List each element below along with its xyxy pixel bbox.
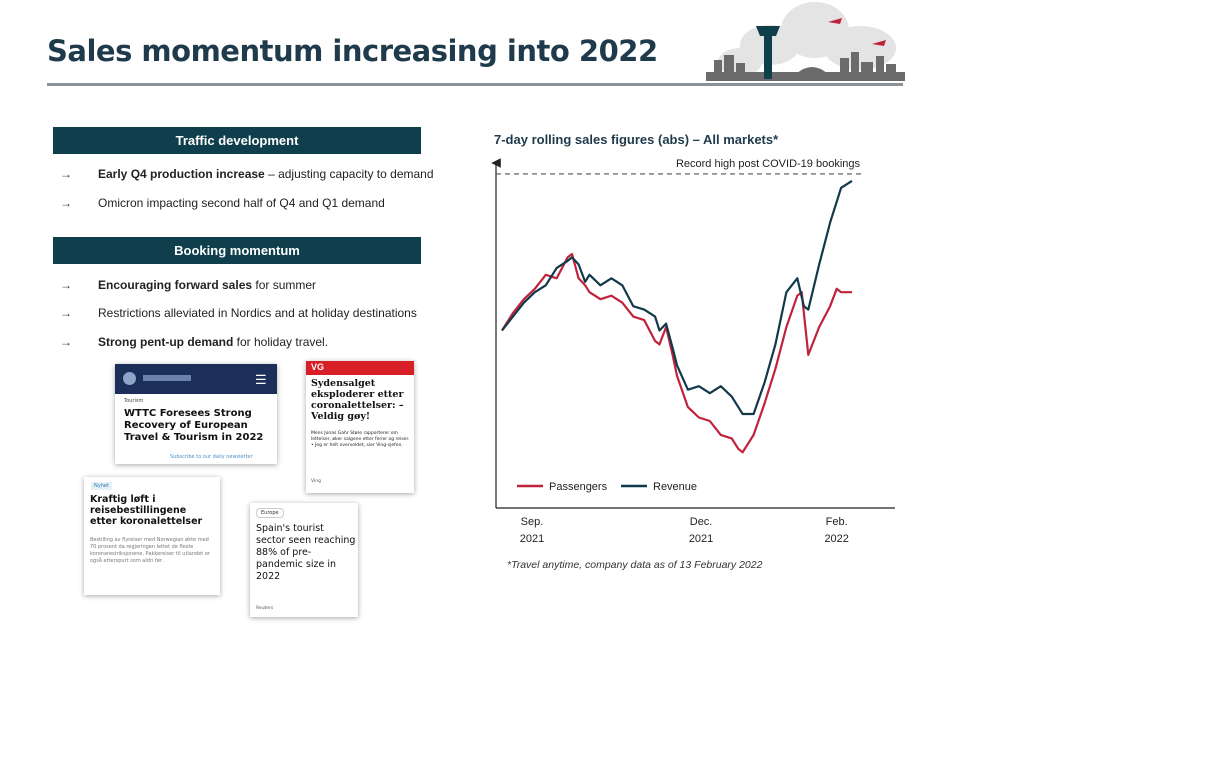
x-tick-label: Feb. xyxy=(826,516,848,528)
bullet-arrow-icon: → xyxy=(60,167,72,181)
news-clip-header: ☰ xyxy=(115,364,277,394)
bullet-booking-2: → Restrictions alleviated in Nordics and … xyxy=(60,306,417,320)
bullet-booking-3: → Strong pent-up demand for holiday trave… xyxy=(60,335,329,349)
news-clip-headline: Kraftig løft i reisebestillingene etter … xyxy=(90,494,203,527)
news-clip-body: Mens Jonas Gahr Støre rapporterer om let… xyxy=(311,431,410,448)
bullet-traffic-1: → Early Q4 production increase – adjustin… xyxy=(60,167,434,181)
news-clip-tag: Nyhet xyxy=(91,482,112,490)
news-clip-spain: Europe Spain's tourist sector seen reach… xyxy=(250,503,358,617)
section-heading-traffic: Traffic development xyxy=(53,127,421,154)
news-clip-footer: Reuters xyxy=(256,606,274,611)
news-clip-footer: Subscribe to our daily newsletter xyxy=(170,454,253,460)
globe-icon xyxy=(123,372,136,385)
news-clip-headline: WTTC Foresees Strong Recovery of Europea… xyxy=(124,408,264,443)
bullet-traffic-2: → Omicron impacting second half of Q4 and… xyxy=(60,196,385,210)
chart-title: 7-day rolling sales figures (abs) – All … xyxy=(494,132,779,147)
bullet-arrow-icon: → xyxy=(60,278,72,292)
reference-line-label: Record high post COVID-19 bookings xyxy=(676,158,861,170)
series-line-passengers xyxy=(501,252,852,454)
x-tick-label: 2021 xyxy=(689,533,713,545)
news-clip-headline: Sydensalget eksploderer etter coronalett… xyxy=(311,378,404,422)
x-tick-label: Dec. xyxy=(690,516,713,528)
slide-title: Sales momentum increasing into 2022 xyxy=(47,34,658,68)
title-divider xyxy=(47,83,903,86)
news-clip-tag: Europe xyxy=(256,508,284,518)
site-logo xyxy=(143,375,191,381)
news-clip-label: Tourism xyxy=(124,398,144,404)
news-clip-wttc: ☰ Tourism WTTC Foresees Strong Recovery … xyxy=(115,364,277,464)
bullet-arrow-icon: → xyxy=(60,335,72,349)
menu-icon: ☰ xyxy=(255,372,267,387)
news-clip-body: Bestilling av flyreiser med Norwegian øk… xyxy=(90,537,210,564)
x-tick-label: 2022 xyxy=(824,533,848,545)
series-line-revenue xyxy=(501,179,853,416)
x-tick-label: 2021 xyxy=(520,533,544,545)
bullet-arrow-icon: → xyxy=(60,306,72,320)
chart-footnote: *Travel anytime, company data as of 13 F… xyxy=(507,559,763,571)
news-clip-vg: VG Sydensalget eksploderer etter coronal… xyxy=(306,361,414,493)
news-clip-nrk: Nyhet Kraftig løft i reisebestillingene … xyxy=(84,477,220,595)
news-clip-header: VG xyxy=(306,361,414,375)
news-clip-headline: Spain's tourist sector seen reaching 88%… xyxy=(256,523,356,582)
airport-skyline-illustration xyxy=(706,2,905,81)
legend-label: Revenue xyxy=(653,481,697,493)
bullet-booking-1: → Encouraging forward sales for summer xyxy=(60,278,317,292)
legend-label: Passengers xyxy=(549,481,608,493)
x-tick-label: Sep. xyxy=(521,516,544,528)
news-clip-footer: Ving xyxy=(311,479,321,484)
bullet-arrow-icon: → xyxy=(60,196,72,210)
section-heading-booking: Booking momentum xyxy=(53,237,421,264)
vg-logo: VG xyxy=(311,362,325,372)
